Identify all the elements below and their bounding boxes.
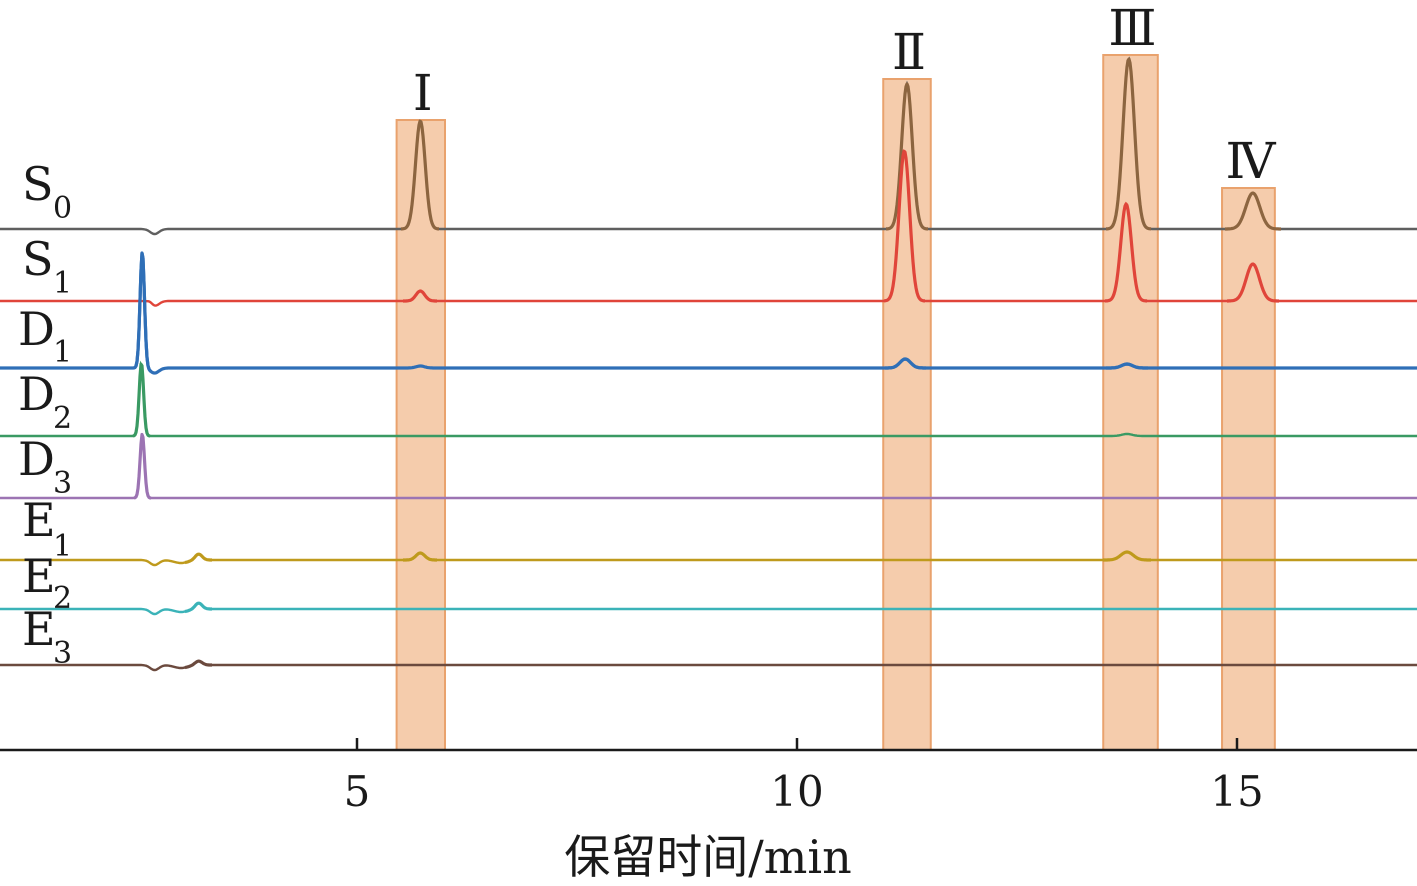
peak-window-band — [1102, 54, 1159, 751]
trace-line-s0 — [0, 56, 1417, 236]
trace-peak-d1-0 — [133, 251, 153, 373]
x-axis-label: 保留时间/min — [564, 830, 851, 884]
trace-peak-e2-0 — [184, 601, 213, 614]
x-tick-label: 10 — [770, 767, 823, 816]
svg-text:0: 0 — [53, 191, 72, 226]
svg-text:2: 2 — [53, 581, 72, 616]
x-axis-ticks: 5 10 15 — [344, 738, 1264, 816]
peak-window-label: Ⅲ — [1108, 0, 1156, 57]
trace-peak-d3-0 — [133, 432, 152, 500]
svg-text:E: E — [22, 493, 56, 547]
peak-window-label: Ⅳ — [1225, 132, 1276, 190]
trace-line-s1 — [0, 149, 1417, 307]
trace-label-e3: E3 — [22, 602, 72, 671]
trace-line-e3 — [0, 659, 1417, 672]
svg-text:3: 3 — [53, 466, 72, 501]
trace-peak-e1-1 — [1102, 550, 1152, 562]
trace-peak-e3-0 — [184, 659, 213, 670]
trace-peak-e1-0 — [402, 551, 438, 562]
x-tick-label: 5 — [344, 767, 371, 816]
svg-text:1: 1 — [53, 335, 72, 370]
trace-label-e1: E1 — [22, 493, 72, 564]
peak-window-bands — [395, 54, 1276, 751]
peak-window-band — [1221, 187, 1276, 751]
trace-peak-d2-0 — [132, 362, 151, 438]
trace-line-e1 — [0, 550, 1417, 567]
trace-peak-s1-3 — [1104, 202, 1148, 303]
svg-text:D: D — [18, 302, 55, 356]
trace-peak-s0-2 — [1105, 57, 1152, 231]
trace-peak-s0-3 — [1224, 191, 1282, 231]
x-tick-label: 15 — [1210, 767, 1263, 816]
svg-text:1: 1 — [53, 266, 72, 301]
trace-line-e2 — [0, 602, 1417, 616]
trace-peak-s0-1 — [885, 82, 929, 231]
trace-line-d3 — [0, 434, 1417, 500]
chromatogram-traces — [0, 56, 1417, 672]
trace-peak-e1-2 — [184, 552, 213, 565]
svg-text:2: 2 — [53, 401, 72, 436]
peak-window-label: Ⅱ — [892, 23, 926, 81]
peak-window-label: Ⅰ — [413, 64, 433, 122]
trace-peak-s1-4 — [1226, 262, 1280, 303]
trace-peak-s0-0 — [400, 119, 440, 231]
svg-text:E: E — [22, 602, 56, 656]
trace-peak-d1-2 — [884, 357, 927, 370]
trace-line-d1 — [0, 252, 1417, 375]
svg-text:D: D — [18, 367, 55, 421]
trace-label-e2: E2 — [22, 549, 72, 616]
trace-line-d2 — [0, 360, 1417, 438]
svg-text:3: 3 — [53, 636, 72, 671]
trace-label-d1: D1 — [18, 302, 72, 370]
svg-text:S: S — [22, 232, 54, 286]
trace-label-d2: D2 — [18, 367, 72, 436]
svg-text:D: D — [18, 432, 55, 486]
trace-peak-s1-1 — [402, 289, 438, 303]
trace-peak-d1-3 — [1105, 362, 1149, 370]
svg-text:1: 1 — [53, 529, 72, 564]
svg-text:E: E — [22, 549, 56, 603]
peak-window-labels: Ⅰ Ⅱ Ⅲ Ⅳ — [413, 0, 1277, 190]
trace-label-d3: D3 — [18, 432, 72, 501]
svg-text:S: S — [22, 157, 54, 211]
trace-peak-s1-2 — [883, 149, 926, 303]
